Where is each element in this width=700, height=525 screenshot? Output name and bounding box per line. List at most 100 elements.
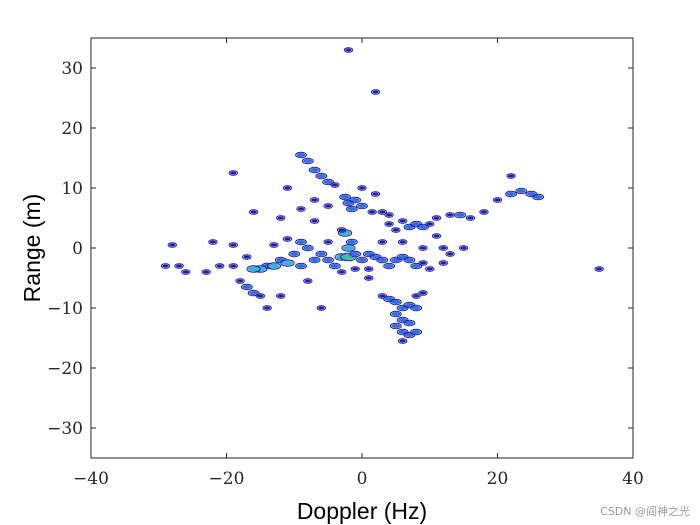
data-point-outline	[316, 305, 327, 311]
data-point-outline	[370, 89, 381, 95]
data-point	[357, 258, 367, 262]
data-point	[411, 306, 421, 310]
data-point-outline	[506, 173, 516, 179]
data-point	[281, 260, 294, 266]
data-point	[405, 225, 414, 229]
y-tick-label: −30	[47, 419, 83, 439]
data-point	[405, 303, 414, 307]
data-point	[257, 294, 264, 298]
data-point-outline	[309, 218, 320, 224]
data-point	[216, 264, 223, 268]
data-point-outline	[248, 209, 259, 215]
data-point-outline	[247, 289, 260, 297]
data-point	[372, 90, 379, 94]
data-point-outline	[505, 190, 517, 198]
data-point	[250, 210, 257, 214]
x-tick-label: 20	[487, 469, 509, 489]
data-point	[358, 186, 366, 190]
data-point-outline	[411, 293, 421, 299]
data-point	[391, 258, 401, 262]
data-point	[284, 186, 291, 190]
data-point	[303, 246, 313, 250]
data-point-outline	[594, 266, 604, 272]
y-tick-label: −10	[47, 299, 83, 319]
data-point-outline	[160, 263, 171, 269]
data-point-outline	[364, 275, 374, 281]
data-point-outline	[438, 245, 448, 251]
data-point	[398, 255, 408, 259]
data-point-outline	[532, 193, 545, 201]
data-point-outline	[262, 305, 272, 311]
data-point	[248, 266, 260, 272]
data-point-outline	[492, 197, 503, 203]
data-point-outline	[174, 263, 184, 269]
data-point	[526, 192, 536, 196]
data-point	[413, 294, 420, 298]
data-point-outline	[201, 269, 211, 275]
data-point	[385, 213, 393, 217]
data-point	[446, 213, 454, 217]
data-point	[350, 252, 360, 256]
data-point	[377, 258, 387, 262]
data-point	[411, 330, 421, 334]
data-point-outline	[315, 250, 328, 258]
data-point	[230, 171, 237, 175]
data-point-outline	[309, 197, 320, 203]
data-point	[411, 222, 421, 226]
data-point-outline	[465, 215, 476, 221]
axes-box	[90, 37, 634, 459]
data-point	[339, 230, 351, 236]
data-point-outline	[330, 182, 340, 188]
data-point-outline	[349, 250, 362, 258]
data-point	[433, 216, 440, 220]
data-point	[310, 258, 319, 262]
data-point	[368, 210, 376, 214]
data-point	[379, 294, 386, 298]
data-point	[419, 246, 427, 250]
data-point	[384, 264, 394, 268]
data-point	[440, 246, 447, 250]
data-point-outline	[301, 244, 314, 252]
data-point-outline	[384, 212, 394, 218]
data-point-outline	[418, 260, 428, 266]
data-point-outline	[410, 262, 423, 270]
data-point-outline	[269, 242, 279, 248]
data-point-outline	[384, 221, 394, 227]
data-point	[277, 294, 284, 298]
data-point-outline	[370, 191, 381, 197]
data-point	[391, 324, 401, 328]
data-point	[507, 174, 515, 178]
data-point	[398, 306, 408, 310]
data-point-outline	[376, 256, 389, 264]
data-point-outline	[383, 262, 396, 270]
data-point-outline	[288, 250, 301, 258]
data-point-outline	[345, 205, 358, 213]
x-tick-label: 0	[357, 469, 368, 489]
data-point-outline	[410, 328, 423, 336]
data-point-outline	[215, 263, 225, 269]
data-point-outline	[276, 215, 286, 221]
data-point	[162, 264, 169, 268]
data-point-outline	[418, 290, 428, 296]
data-point-outline	[323, 239, 333, 245]
data-point	[384, 297, 394, 301]
data-point-outline	[367, 209, 377, 215]
x-axis-label: Doppler (Hz)	[297, 498, 427, 524]
data-point	[297, 207, 305, 211]
data-point-outline	[458, 245, 469, 251]
data-point	[311, 198, 318, 202]
data-point-outline	[438, 260, 448, 266]
data-point	[467, 216, 474, 220]
x-axis-ticks: −40 −20 0 20 40	[73, 38, 644, 489]
x-tick-label: 40	[622, 469, 644, 489]
data-point-outline	[336, 269, 347, 275]
data-point-outline	[454, 211, 467, 219]
data-point	[426, 222, 433, 226]
data-point-outline	[282, 236, 293, 242]
data-point	[303, 159, 313, 163]
data-point	[494, 198, 501, 202]
data-point-outline	[303, 278, 313, 284]
data-point	[296, 153, 306, 157]
data-point-outline	[356, 256, 368, 264]
